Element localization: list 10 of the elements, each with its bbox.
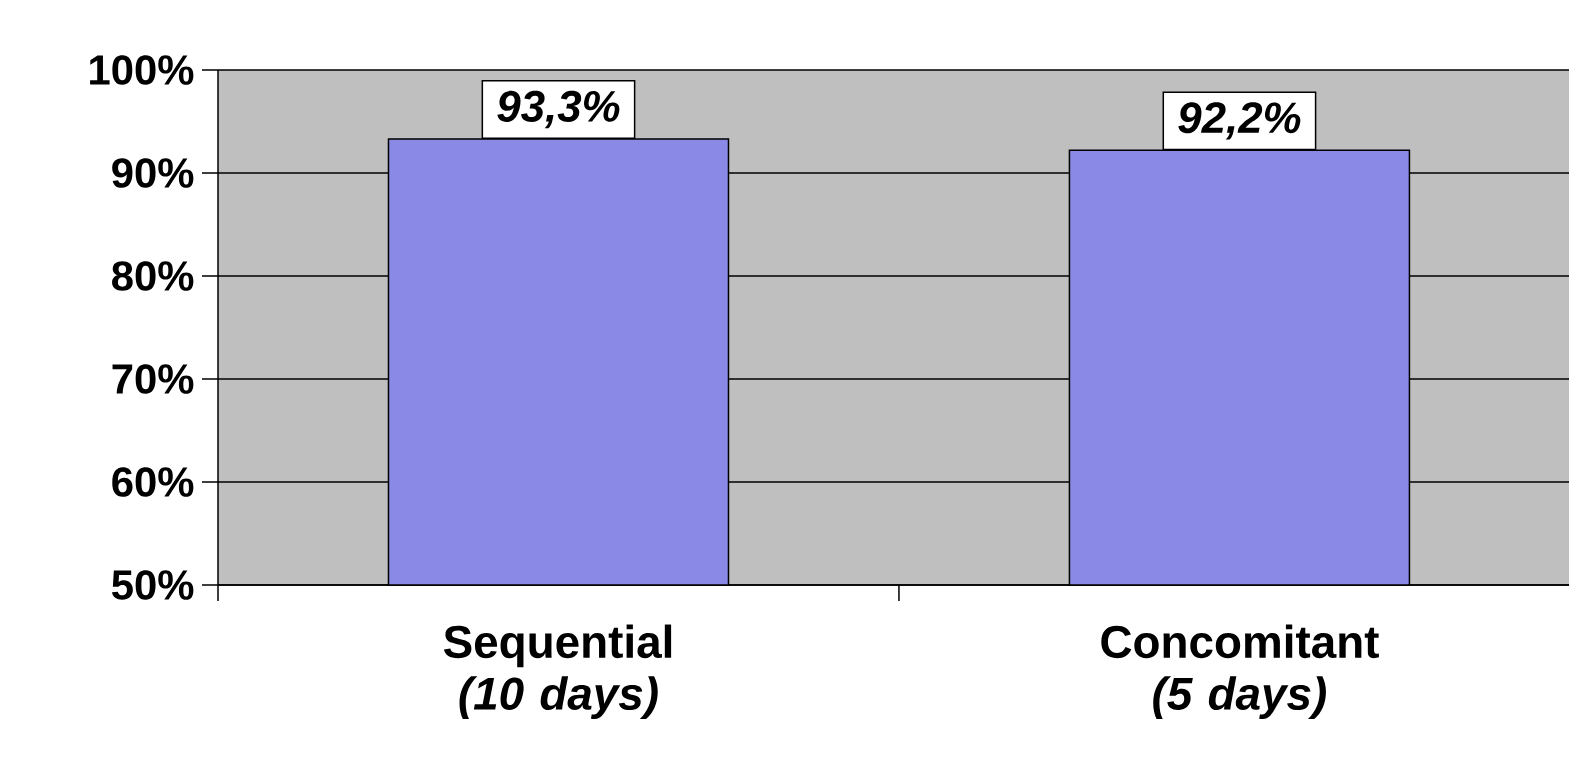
y-tick-label: 50% [112, 570, 194, 600]
x-tick-label: Concomitant (5 days) [1101, 624, 1379, 720]
y-tick-label: 60% [112, 467, 194, 497]
data-label: 92,2% [1178, 102, 1301, 140]
data-label: 93,3% [497, 90, 620, 129]
y-tick-label: 70% [112, 364, 194, 394]
y-tick-label: 100% [90, 55, 194, 85]
y-tick-label: 90% [112, 158, 194, 188]
y-tick-label: 80% [112, 261, 194, 291]
x-tick-label: Sequential (10 days) [443, 624, 672, 720]
